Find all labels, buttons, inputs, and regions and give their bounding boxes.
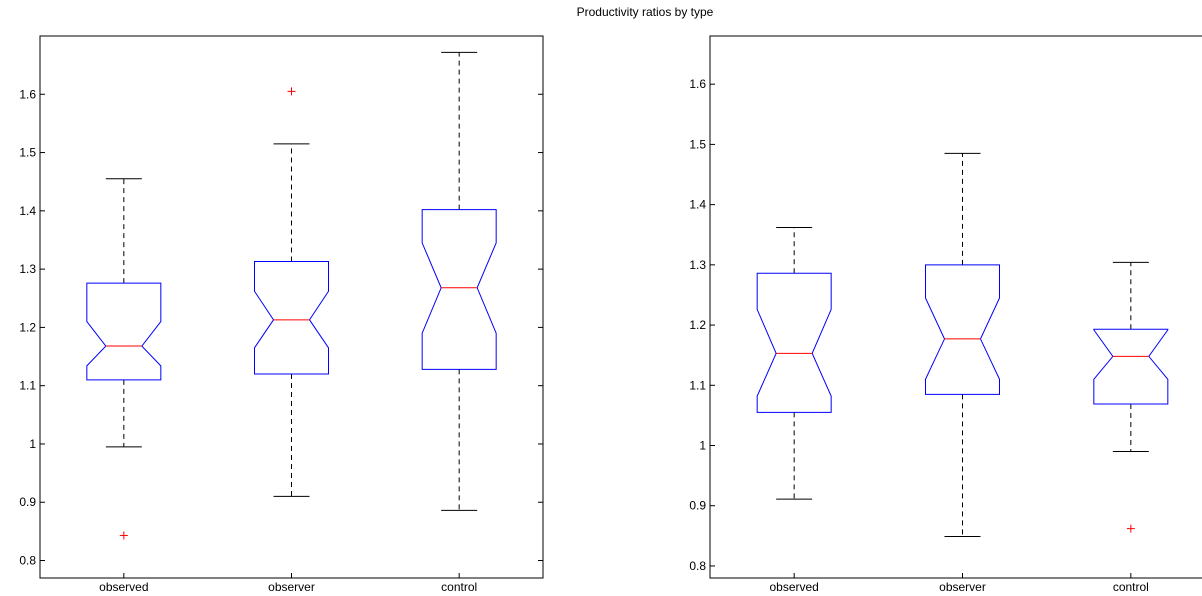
notched-box bbox=[925, 264, 1000, 395]
x-category-label: observer bbox=[939, 580, 986, 594]
x-category-label: observed bbox=[99, 580, 148, 594]
y-tick-label: 1.4 bbox=[689, 198, 706, 212]
x-category-label: control bbox=[1113, 580, 1149, 594]
box-observer bbox=[925, 152, 1000, 537]
y-tick-label: 1.2 bbox=[689, 318, 706, 332]
y-tick-label: 1.6 bbox=[19, 87, 36, 101]
x-category-label: observer bbox=[268, 580, 315, 594]
x-category-label: control bbox=[441, 580, 477, 594]
y-tick-label: 1.3 bbox=[19, 262, 36, 276]
y-tick-label: 1.4 bbox=[19, 204, 36, 218]
outlier-marker bbox=[287, 87, 296, 96]
x-category-label: observed bbox=[769, 580, 818, 594]
outlier-marker bbox=[119, 531, 128, 540]
y-tick-label: 0.9 bbox=[689, 499, 706, 513]
y-tick-label: 1.6 bbox=[689, 77, 706, 91]
notched-box bbox=[86, 282, 162, 381]
y-tick-label: 1.5 bbox=[689, 137, 706, 151]
y-tick-label: 1.3 bbox=[689, 258, 706, 272]
y-tick-label: 0.8 bbox=[19, 554, 36, 568]
notched-box bbox=[254, 261, 329, 375]
y-tick-label: 1 bbox=[29, 437, 36, 451]
notched-box bbox=[1093, 328, 1169, 405]
box-observer bbox=[254, 87, 329, 497]
y-tick-label: 0.8 bbox=[689, 559, 706, 573]
y-tick-label: 0.9 bbox=[19, 495, 36, 509]
y-tick-label: 1.1 bbox=[689, 378, 706, 392]
y-tick-label: 1.2 bbox=[19, 320, 36, 334]
outlier-marker bbox=[1126, 524, 1135, 533]
figure-title: Productivity ratios by type bbox=[576, 5, 714, 19]
notched-box bbox=[421, 209, 497, 370]
box-observed bbox=[86, 178, 162, 540]
left-box-plot: 0.8 0.9 1 1.1 1.2 1.3 1.4 1.5 1.6 observed observe… bbox=[19, 35, 544, 594]
box-control bbox=[1093, 261, 1169, 533]
y-tick-label: 1.1 bbox=[19, 379, 36, 393]
y-tick-label: 1.5 bbox=[19, 146, 36, 160]
box-observed bbox=[756, 227, 832, 500]
notched-box bbox=[756, 272, 832, 413]
box-control bbox=[421, 51, 497, 511]
y-tick-label: 1 bbox=[699, 439, 706, 453]
right-box-plot: 0.8 0.9 1 1.1 1.2 1.3 1.4 1.5 1.6 observed observe… bbox=[689, 35, 1202, 594]
